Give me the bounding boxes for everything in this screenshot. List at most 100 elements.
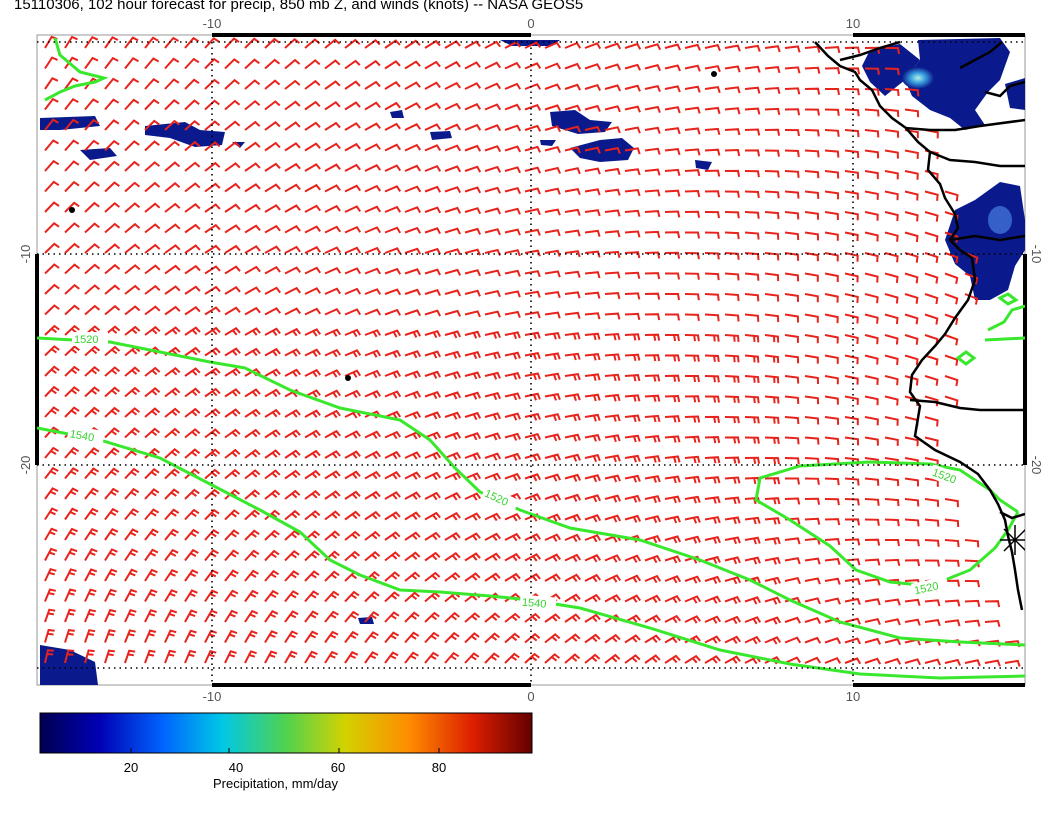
wind-barb — [345, 452, 360, 459]
wind-barb — [885, 659, 900, 664]
wind-barb — [125, 429, 139, 438]
wind-barb — [645, 416, 660, 422]
wind-barb — [625, 273, 639, 279]
wind-barb — [365, 145, 380, 151]
wind-barb — [605, 293, 619, 299]
wind-barb — [845, 376, 858, 385]
wind-barb — [245, 571, 258, 581]
wind-barb — [765, 417, 779, 424]
wind-barb — [145, 327, 160, 335]
wind-barb — [865, 376, 878, 385]
wind-barb — [405, 412, 420, 419]
wind-barb — [925, 660, 940, 666]
wind-barb — [925, 600, 940, 606]
wind-barb — [105, 529, 118, 540]
wind-barb — [385, 290, 400, 295]
wind-barb — [285, 206, 300, 212]
wind-barb — [565, 333, 580, 339]
wind-barb — [65, 529, 78, 540]
wind-barb — [525, 189, 540, 195]
wind-barb — [685, 212, 699, 218]
wind-barb — [385, 432, 400, 439]
wind-barb — [125, 469, 139, 479]
wind-barb — [945, 335, 957, 345]
wind-barb — [805, 539, 820, 545]
wind-barb — [125, 204, 140, 213]
left-tick-lat: -20 — [18, 456, 33, 475]
wind-barb — [65, 387, 79, 396]
wind-barb — [85, 100, 99, 110]
wind-barb — [585, 210, 600, 216]
wind-barb — [485, 146, 500, 151]
wind-barb — [105, 550, 117, 561]
wind-barb — [205, 225, 220, 232]
wind-barb — [705, 457, 719, 463]
wind-barb — [345, 512, 360, 520]
wind-barb — [465, 534, 480, 541]
wind-barb — [925, 620, 940, 626]
wind-barb — [285, 451, 300, 458]
wind-barb — [685, 45, 700, 51]
wind-barb — [65, 549, 77, 560]
wind-barb — [305, 511, 320, 519]
wind-barb — [85, 203, 99, 212]
wind-barb — [905, 479, 918, 487]
wind-barb — [705, 66, 720, 72]
wind-barb — [665, 45, 680, 50]
wind-barb — [945, 540, 959, 547]
wind-barb — [785, 417, 798, 424]
wind-barb — [565, 615, 580, 622]
wind-barb — [125, 79, 139, 89]
wind-barb — [45, 223, 59, 232]
wind-barb — [225, 410, 240, 417]
wind-barb — [585, 313, 600, 319]
wind-barb — [245, 450, 260, 458]
wind-barb — [845, 192, 858, 200]
wind-barb — [325, 227, 340, 233]
wind-barb — [505, 373, 520, 379]
wind-barb — [685, 376, 699, 382]
wind-barb — [545, 168, 560, 174]
wind-barb — [445, 613, 459, 622]
wind-barb — [865, 639, 880, 644]
wind-barb — [165, 470, 179, 479]
wind-barb — [845, 212, 858, 220]
wind-barb — [765, 538, 780, 544]
wind-barb — [785, 233, 798, 241]
wind-barb — [705, 108, 720, 114]
wind-barb — [605, 576, 620, 583]
wind-barb — [445, 393, 460, 400]
wind-barb — [225, 470, 240, 478]
wind-barb — [425, 513, 440, 520]
wind-barb — [525, 394, 540, 400]
bottom-tick-lon: 0 — [527, 689, 534, 704]
precip-colorbar — [40, 713, 532, 753]
wind-barb — [145, 225, 160, 233]
wind-barb — [245, 39, 259, 48]
wind-barb — [125, 610, 136, 622]
wind-barb — [225, 611, 238, 622]
wind-barb — [245, 611, 258, 622]
wind-barb — [505, 554, 520, 561]
wind-barb — [745, 212, 759, 219]
wind-barb — [385, 533, 400, 541]
wind-barb — [445, 187, 460, 192]
wind-barb — [845, 274, 858, 283]
wind-barb — [965, 540, 978, 547]
wind-barb — [465, 514, 480, 521]
wind-barb — [485, 209, 500, 214]
wind-barb — [725, 518, 740, 524]
wind-barb — [225, 101, 240, 110]
wind-barb — [265, 267, 280, 273]
wind-barb — [865, 151, 878, 159]
wind-barb — [205, 59, 219, 68]
wind-barb — [905, 110, 918, 118]
wind-barb — [485, 554, 500, 561]
wind-barb — [165, 550, 178, 560]
wind-barb — [145, 610, 157, 622]
wind-barb — [185, 631, 197, 643]
wind-barb — [525, 105, 540, 110]
wind-barb — [805, 519, 819, 525]
wind-barb — [945, 499, 958, 507]
precip-blob — [390, 110, 404, 118]
